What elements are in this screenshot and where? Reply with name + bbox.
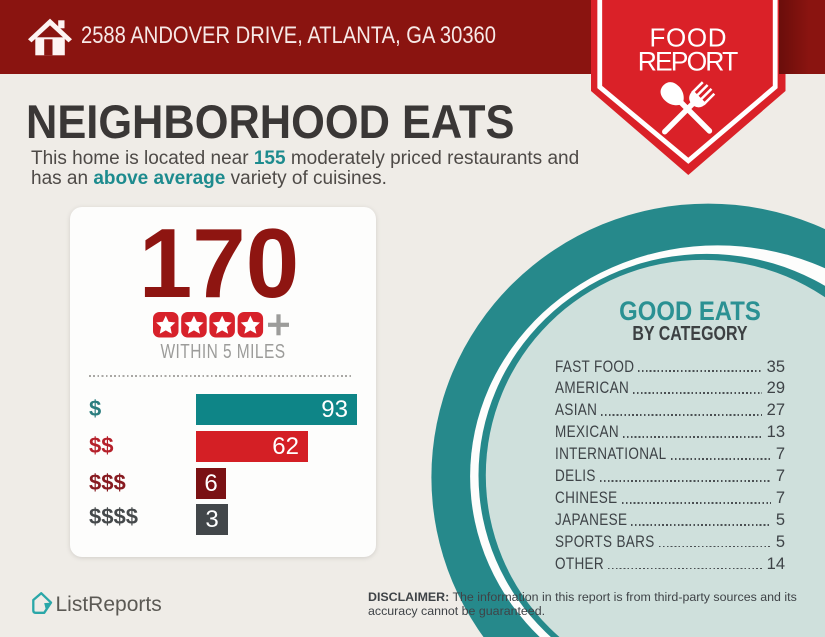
svg-text:FOOD: FOOD [650,23,727,53]
svg-text:REPORT: REPORT [638,46,739,76]
